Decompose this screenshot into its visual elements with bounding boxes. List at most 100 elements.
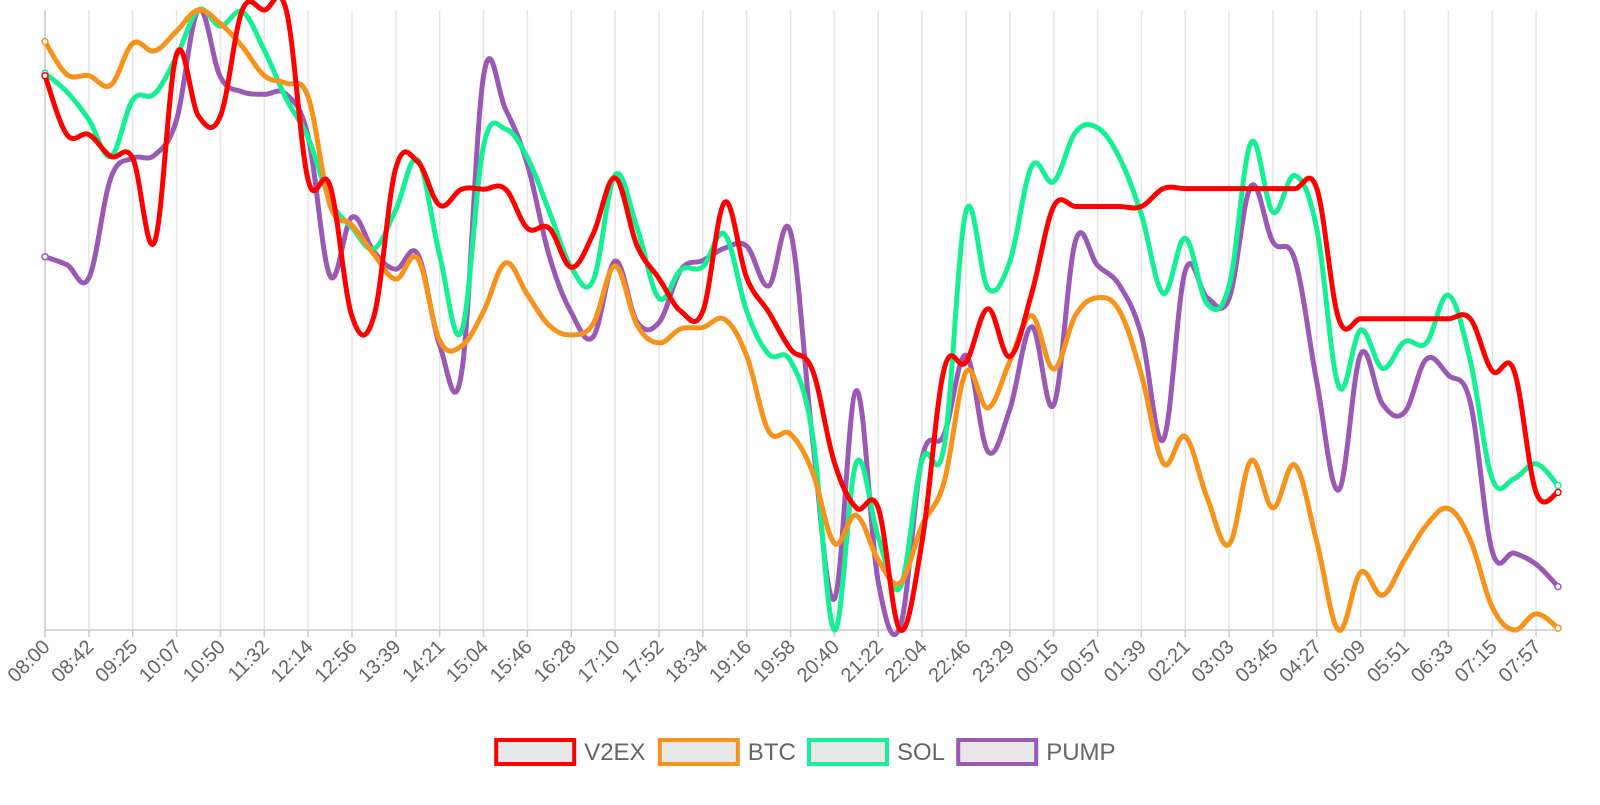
data-point bbox=[1139, 204, 1144, 209]
legend-swatch bbox=[807, 738, 889, 766]
legend-label: V2EX bbox=[584, 739, 645, 766]
data-point bbox=[1139, 372, 1144, 377]
data-point bbox=[1161, 186, 1166, 191]
data-point bbox=[678, 326, 684, 331]
data-point bbox=[1073, 204, 1078, 209]
x-tick-label: 07:57 bbox=[1495, 636, 1546, 687]
data-point bbox=[1029, 313, 1034, 318]
data-point bbox=[898, 627, 903, 633]
data-point bbox=[591, 321, 596, 326]
data-point bbox=[876, 505, 881, 511]
data-point bbox=[591, 278, 596, 283]
data-point bbox=[1446, 316, 1451, 321]
data-point bbox=[832, 541, 837, 546]
data-point bbox=[503, 187, 508, 192]
data-point bbox=[1226, 542, 1232, 547]
data-point bbox=[569, 310, 574, 315]
data-point bbox=[1314, 539, 1320, 545]
data-point bbox=[1007, 407, 1012, 412]
series-pump bbox=[41, 7, 1562, 637]
data-point bbox=[525, 155, 530, 160]
legend-item-sol[interactable]: SOL bbox=[807, 738, 945, 766]
x-tick-label: 07:15 bbox=[1451, 636, 1502, 687]
data-point bbox=[547, 323, 552, 328]
data-point bbox=[941, 480, 947, 485]
data-point bbox=[1490, 604, 1495, 610]
data-point bbox=[1533, 611, 1539, 617]
data-point bbox=[1205, 186, 1210, 191]
x-tick-label: 05:51 bbox=[1363, 636, 1414, 687]
data-point bbox=[1358, 570, 1363, 575]
legend-item-v2ex[interactable]: V2EX bbox=[494, 738, 646, 766]
data-point bbox=[1358, 316, 1363, 321]
data-point bbox=[1533, 461, 1539, 466]
data-point bbox=[64, 89, 70, 95]
data-point bbox=[722, 245, 727, 251]
x-tick-label: 06:33 bbox=[1407, 636, 1458, 687]
data-point bbox=[547, 226, 552, 231]
data-point bbox=[262, 48, 267, 53]
data-point bbox=[963, 369, 969, 375]
data-point bbox=[1029, 324, 1034, 329]
x-tick-label: 03:45 bbox=[1232, 636, 1283, 687]
data-point bbox=[1205, 495, 1210, 501]
data-point bbox=[240, 7, 245, 13]
legend-item-pump[interactable]: PUMP bbox=[956, 738, 1116, 766]
data-point bbox=[481, 187, 486, 192]
data-point bbox=[481, 73, 486, 78]
data-point bbox=[1029, 291, 1034, 296]
data-point bbox=[262, 73, 267, 78]
x-tick-label: 01:39 bbox=[1100, 636, 1151, 687]
data-point bbox=[1511, 627, 1517, 633]
data-point bbox=[1380, 316, 1385, 321]
end-point bbox=[1554, 488, 1562, 497]
x-tick-label: 16:28 bbox=[530, 636, 581, 687]
data-point bbox=[722, 317, 727, 322]
data-point bbox=[86, 275, 92, 280]
data-point bbox=[1161, 291, 1166, 296]
x-tick-label: 05:09 bbox=[1319, 636, 1370, 687]
data-point bbox=[174, 117, 179, 122]
data-point bbox=[1270, 209, 1276, 215]
data-point bbox=[788, 346, 793, 352]
data-point bbox=[1270, 239, 1276, 245]
data-point bbox=[700, 325, 705, 330]
data-point bbox=[393, 207, 398, 212]
legend-swatch bbox=[956, 738, 1039, 766]
data-point bbox=[547, 253, 552, 259]
legend-item-btc[interactable]: BTC bbox=[657, 738, 796, 766]
data-point bbox=[1446, 506, 1451, 511]
data-point bbox=[963, 209, 969, 214]
x-tick-label: 17:52 bbox=[618, 636, 669, 687]
x-tick-label: 08:42 bbox=[47, 636, 98, 687]
data-point bbox=[1314, 226, 1320, 232]
data-point bbox=[766, 351, 771, 357]
data-point bbox=[1139, 332, 1144, 338]
data-point bbox=[1270, 186, 1276, 191]
series-line-pump bbox=[42, 7, 1561, 637]
data-point bbox=[941, 367, 947, 372]
data-point bbox=[766, 309, 771, 315]
data-point bbox=[854, 388, 859, 393]
legend: V2EX BTC SOL PUMP bbox=[494, 738, 1116, 766]
x-tick-label: 17:10 bbox=[574, 636, 625, 687]
data-point bbox=[656, 296, 662, 301]
data-point bbox=[1424, 340, 1429, 346]
x-tick-label: 23:29 bbox=[968, 636, 1019, 687]
data-point bbox=[459, 343, 464, 349]
data-point bbox=[349, 222, 355, 228]
data-point bbox=[1402, 316, 1407, 321]
end-point bbox=[41, 37, 49, 46]
x-tick-label: 03:03 bbox=[1188, 636, 1239, 687]
data-point bbox=[196, 7, 201, 13]
data-point bbox=[1139, 212, 1144, 217]
data-point bbox=[218, 21, 223, 26]
data-point bbox=[349, 214, 355, 220]
data-point bbox=[371, 314, 377, 319]
data-point bbox=[64, 262, 70, 267]
data-point bbox=[1051, 204, 1056, 209]
data-point bbox=[459, 329, 464, 334]
data-point bbox=[788, 358, 793, 364]
end-point bbox=[41, 71, 49, 80]
data-point bbox=[1511, 550, 1517, 556]
